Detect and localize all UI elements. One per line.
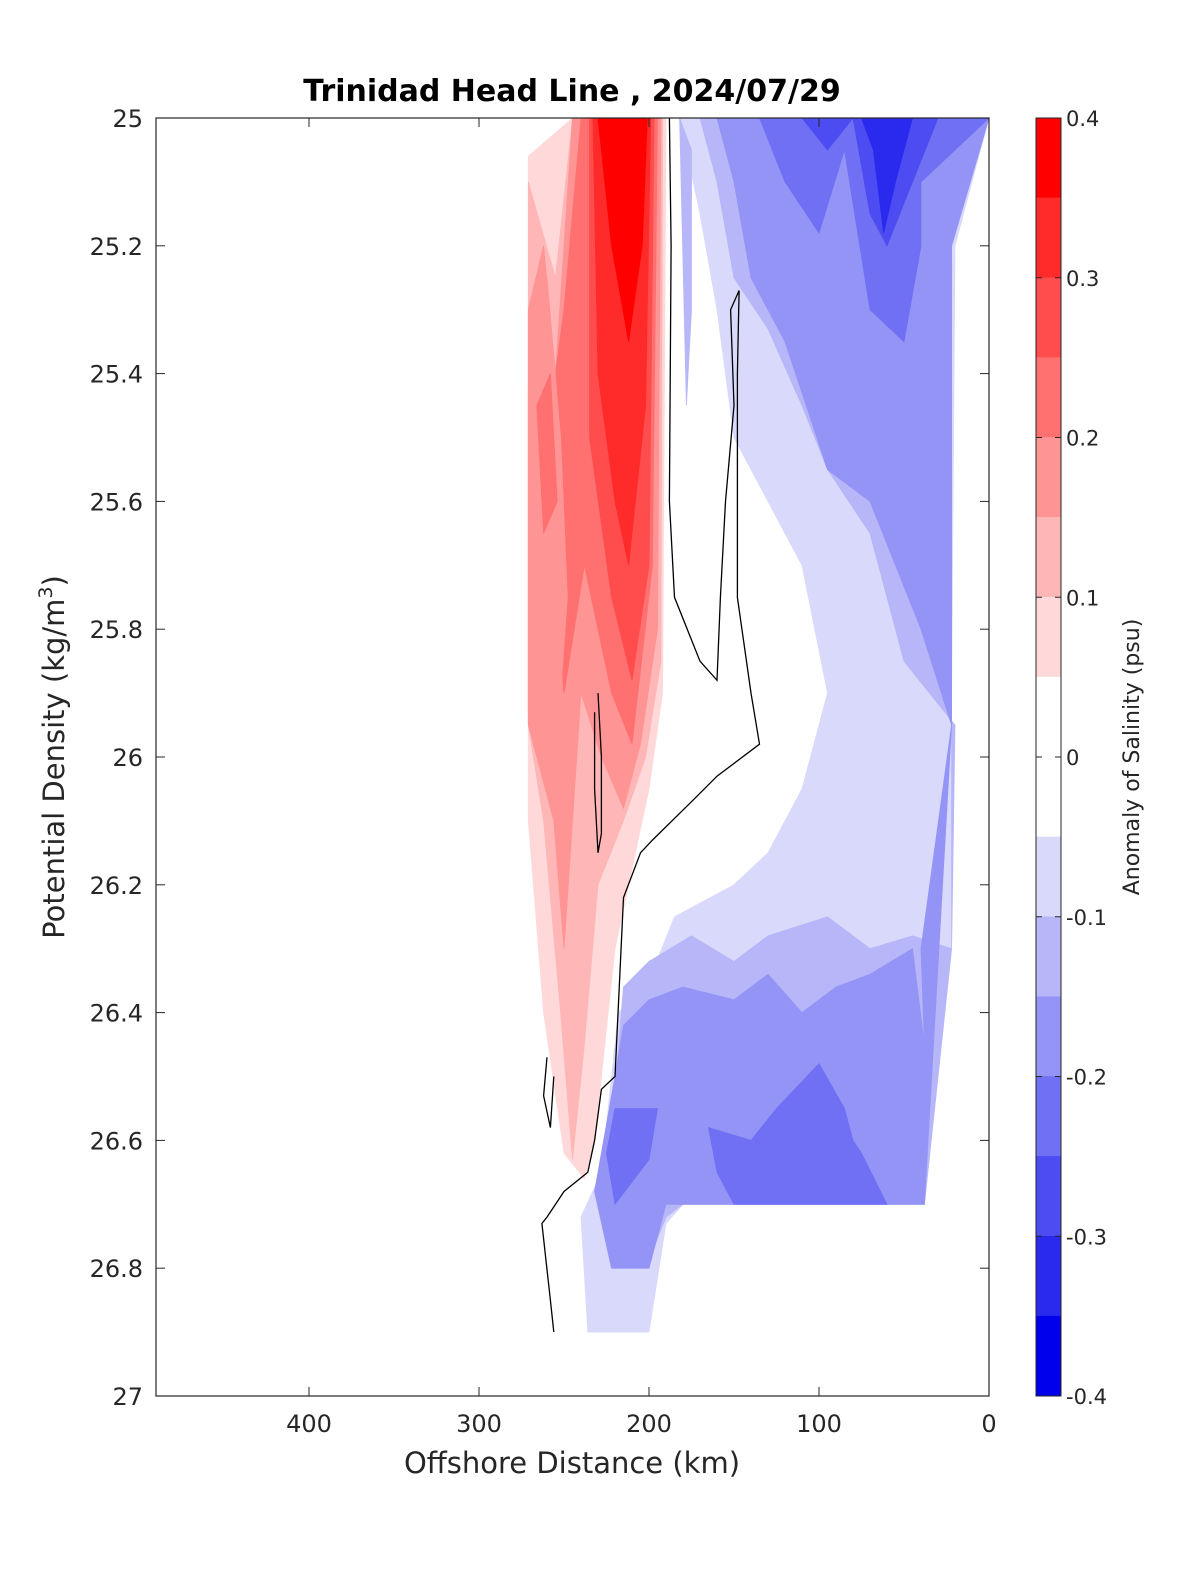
colorbar-tick-label: -0.2: [1066, 1066, 1107, 1090]
colorbar-swatch: [1035, 1156, 1062, 1237]
x-tick-label: 400: [286, 1410, 332, 1438]
y-tick-label: 25.6: [90, 488, 143, 516]
colorbar-tick-label: -0.3: [1066, 1225, 1107, 1249]
colorbar-swatch: [1035, 916, 1062, 997]
colorbar: 0.4 0.3 0.2 0.1 0 -0.1 -0.2 -0.3 -0.4 Anomaly of…: [1035, 107, 1145, 1409]
colorbar-swatch: [1035, 357, 1062, 438]
x-tick-label: 100: [796, 1410, 842, 1438]
x-tick-label: 300: [456, 1410, 502, 1438]
colorbar-ticks: 0.4 0.3 0.2 0.1 0 -0.1 -0.2 -0.3 -0.4: [1036, 107, 1107, 1409]
colorbar-tick-label: 0.4: [1066, 107, 1099, 131]
contour-line-lower-zero-loop: [542, 1057, 555, 1128]
colorbar-tick-label: 0.1: [1066, 586, 1099, 610]
colorbar-tick-label: 0.2: [1066, 427, 1099, 451]
x-axis-label: Offshore Distance (km): [404, 1446, 740, 1480]
colorbar-swatch: [1035, 437, 1062, 518]
y-tick-label: 26: [112, 744, 143, 772]
x-tick-label: 0: [981, 1410, 996, 1438]
y-axis-label-close: ): [37, 575, 71, 586]
colorbar-swatch: [1035, 597, 1062, 678]
contour-line-left-zero-loop: [593, 693, 603, 853]
colorbar-swatch: [1035, 517, 1062, 598]
x-tick-label: 200: [626, 1410, 672, 1438]
y-axis-label-main: Potential Density (kg/m: [37, 599, 71, 939]
plot-area: 400 300 200 100 0 25 25.2 25.4 25.6 25.8 26 26.2 26…: [90, 105, 997, 1438]
colorbar-swatch: [1035, 277, 1062, 358]
colorbar-tick-label: -0.1: [1066, 906, 1107, 930]
y-tick-label: 25.8: [90, 616, 143, 644]
y-axis-label-superscript: 3: [35, 586, 57, 598]
y-axis-label: Potential Density (kg/m3): [35, 575, 71, 939]
colorbar-label: Anomaly of Salinity (psu): [1120, 619, 1145, 896]
contour-region-fresh-upper-light: [679, 117, 692, 406]
zero-contour-lines: [541, 117, 761, 1333]
colorbar-tick-label: -0.4: [1066, 1385, 1107, 1409]
colorbar-swatch: [1035, 1315, 1062, 1397]
y-tick-label: 25.2: [90, 233, 143, 261]
y-tick-label: 25.4: [90, 361, 143, 389]
contour-line-main-zero-line: [541, 117, 761, 1333]
colorbar-swatches: [1035, 117, 1062, 1397]
contour-region-salty-left-core-2: [536, 373, 558, 534]
contour-regions: [527, 117, 991, 1333]
colorbar-tick-label: 0.3: [1066, 267, 1099, 291]
contour-region-fresh-0.20-b: [707, 1063, 888, 1205]
colorbar-swatch: [1035, 1236, 1062, 1317]
y-tick-label: 26.4: [90, 1000, 143, 1028]
y-tick-label: 26.6: [90, 1127, 143, 1155]
contour-region-fresh-upper-0.20: [734, 117, 991, 343]
colorbar-swatch: [1035, 117, 1062, 199]
y-axis-ticks: 25 25.2 25.4 25.6 25.8 26 26.2 26.4 26.6 26.8 27: [90, 105, 989, 1411]
contour-region-fresh-0.20: [606, 1108, 658, 1206]
y-tick-label: 25: [112, 105, 143, 133]
colorbar-swatch: [1035, 996, 1062, 1077]
colorbar-tick-label: 0: [1066, 746, 1079, 770]
y-tick-label: 26.2: [90, 872, 143, 900]
chart-title: Trinidad Head Line , 2024/07/29: [303, 74, 840, 109]
x-axis-ticks: 400 300 200 100 0: [286, 118, 997, 1438]
colorbar-swatch: [1035, 197, 1062, 278]
y-tick-label: 26.8: [90, 1255, 143, 1283]
y-tick-label: 27: [112, 1383, 143, 1411]
colorbar-swatch: [1035, 836, 1062, 917]
colorbar-swatch: [1035, 1076, 1062, 1157]
